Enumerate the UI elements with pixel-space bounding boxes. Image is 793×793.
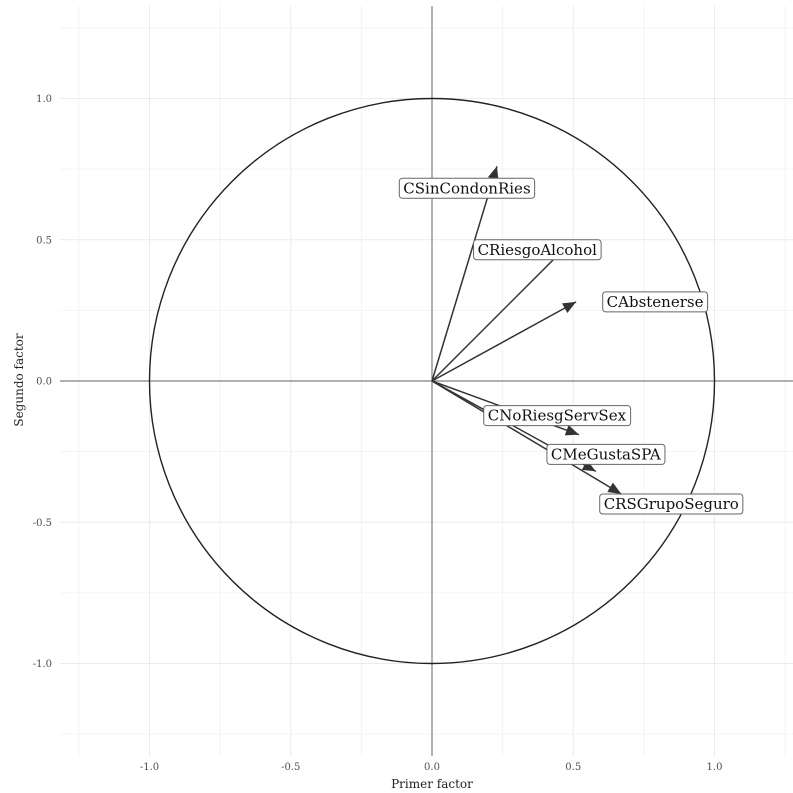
- vector-arrowhead: [487, 166, 499, 181]
- vector-label-box: CRSGrupoSeguro: [599, 493, 744, 515]
- x-axis-title: Primer factor: [391, 777, 473, 791]
- x-tick-label: -0.5: [281, 762, 300, 773]
- vector-label-box: CSinCondonRies: [398, 177, 536, 199]
- x-tick-label: 0.5: [565, 762, 581, 773]
- y-tick-label: -1.0: [33, 659, 52, 670]
- x-tick-label: 0.0: [424, 762, 440, 773]
- vector-arrow-line: [431, 301, 577, 382]
- vector-label: CMeGustaSPA: [551, 445, 661, 463]
- y-tick-label: 1.0: [36, 94, 52, 105]
- label-background: [599, 493, 744, 515]
- label-background: [473, 239, 602, 261]
- vector-arrowhead: [607, 482, 622, 494]
- label-background: [546, 443, 666, 465]
- vector-arrow-line: [431, 166, 498, 382]
- x-tick-label: -1.0: [140, 762, 159, 773]
- vector-label: CNoRiesgServSex: [488, 407, 627, 425]
- vector-label-box: CMeGustaSPA: [546, 443, 666, 465]
- vector-label: CRSGrupoSeguro: [604, 495, 739, 513]
- x-tick-label: 1.0: [707, 762, 723, 773]
- label-background: [602, 291, 709, 313]
- vector-label: CRiesgoAlcohol: [478, 241, 598, 259]
- vector-label: CSinCondonRies: [403, 179, 530, 197]
- label-background: [483, 405, 632, 427]
- vector-label-box: CNoRiesgServSex: [483, 405, 632, 427]
- vector-arrow-line: [431, 380, 622, 495]
- vector-arrowhead: [581, 460, 596, 472]
- vector-arrowhead: [564, 425, 579, 436]
- vector-label-box: CRiesgoAlcohol: [473, 239, 602, 261]
- unit-circle: [148, 97, 716, 665]
- unit-circle-outline: [148, 97, 716, 665]
- y-tick-label: 0.5: [36, 235, 52, 246]
- vector-arrowhead: [562, 301, 577, 313]
- vector-labels: CSinCondonRies CRiesgoAlcohol CAbstenerse C…: [398, 177, 744, 515]
- vector-label: CAbstenerse: [607, 293, 704, 311]
- vector-arrow-line: [431, 239, 574, 382]
- y-axis-title: Segundo factor: [12, 333, 26, 427]
- vector-label-box: CAbstenerse: [602, 291, 709, 313]
- tick-labels: -1.0 -0.5 0.0 0.5 1.0 -1.0 -0.5 0.0 0.5 1.0: [33, 94, 723, 773]
- y-tick-label: 0.0: [36, 377, 52, 388]
- y-tick-label: -0.5: [33, 518, 52, 529]
- label-background: [398, 177, 536, 199]
